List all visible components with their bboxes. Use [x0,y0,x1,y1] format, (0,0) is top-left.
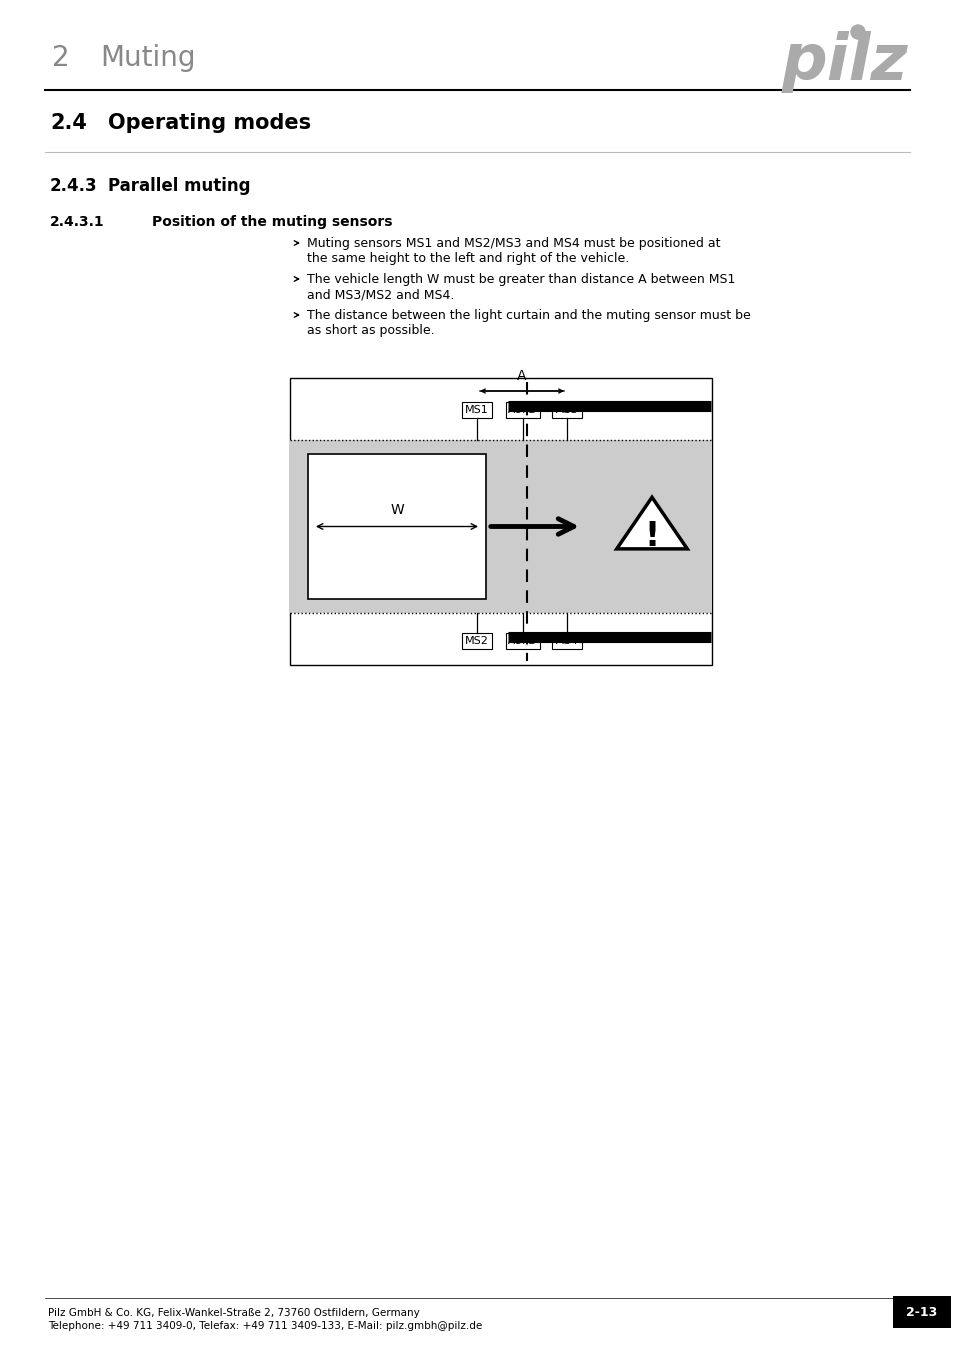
Text: Pilz GmbH & Co. KG, Felix-Wankel-Straße 2, 73760 Ostfildern, Germany: Pilz GmbH & Co. KG, Felix-Wankel-Straße … [48,1308,419,1318]
Text: The vehicle length W must be greater than distance A between MS1: The vehicle length W must be greater tha… [307,273,735,286]
Text: MS1: MS1 [465,405,488,414]
Text: and MS3/MS2 and MS4.: and MS3/MS2 and MS4. [307,288,454,301]
Text: Position of the muting sensors: Position of the muting sensors [152,215,392,230]
Text: MS3: MS3 [555,405,578,414]
Text: AOPD: AOPD [508,405,537,414]
Bar [290,440,711,613]
Circle shape [850,26,864,39]
Text: Muting sensors MS1 and MS2/MS3 and MS4 must be positioned at: Muting sensors MS1 and MS2/MS3 and MS4 m… [307,238,720,250]
Text: pilz: pilz [781,31,907,93]
Bar [552,402,581,418]
Text: AOPD: AOPD [508,636,537,647]
Text: 2: 2 [52,45,70,72]
Bar [892,1296,950,1328]
Text: 2.4: 2.4 [50,113,87,134]
Text: 2.4.3.1: 2.4.3.1 [50,215,105,230]
Text: Operating modes: Operating modes [108,113,311,134]
Text: MS2: MS2 [464,636,489,647]
Text: as short as possible.: as short as possible. [307,324,435,338]
Text: the same height to the left and right of the vehicle.: the same height to the left and right of… [307,252,629,265]
Polygon shape [616,497,686,549]
Text: 2.4.3: 2.4.3 [50,177,97,194]
Bar [552,633,581,649]
Bar [461,633,492,649]
Text: !: ! [644,520,659,554]
Text: A: A [517,369,526,383]
Bar [505,402,539,418]
Text: W: W [390,504,403,517]
Text: Telephone: +49 711 3409-0, Telefax: +49 711 3409-133, E-Mail: pilz.gmbh@pilz.de: Telephone: +49 711 3409-0, Telefax: +49 … [48,1322,482,1331]
Bar [308,454,485,599]
Text: Parallel muting: Parallel muting [108,177,251,194]
Bar [505,633,539,649]
Text: Muting: Muting [100,45,195,72]
Bar [461,402,492,418]
Text: MS4: MS4 [555,636,578,647]
Text: 2-13: 2-13 [905,1305,937,1319]
Text: The distance between the light curtain and the muting sensor must be: The distance between the light curtain a… [307,309,750,323]
Bar [290,378,711,666]
